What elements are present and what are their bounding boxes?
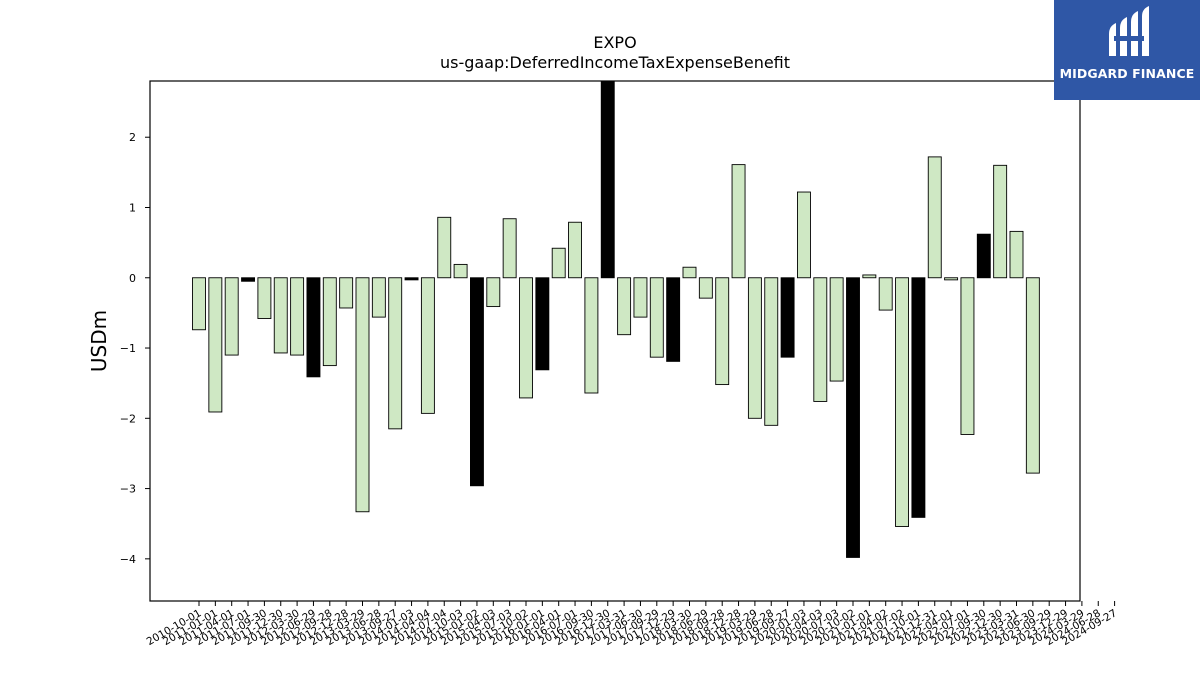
plot-frame <box>149 80 1081 602</box>
bar-2011-07-01 <box>241 277 256 282</box>
bar-2012-03-30 <box>290 277 305 356</box>
bar-2019-06-28 <box>764 277 779 426</box>
bars-group <box>192 80 1040 558</box>
chart-title: EXPO <box>593 33 636 52</box>
bar-2017-12-29 <box>666 277 681 362</box>
bar-2011-04-01 <box>224 277 239 356</box>
bar-2013-03-29 <box>355 277 370 513</box>
bar-2015-07-03 <box>502 218 517 279</box>
bar-2016-04-01 <box>551 247 566 279</box>
bar-2016-09-30 <box>584 277 599 394</box>
bar-2016-07-01 <box>568 221 582 279</box>
bar-2012-09-28 <box>322 277 337 367</box>
bar-2022-12-30 <box>993 164 1008 279</box>
y-tick-label: −4 <box>120 553 136 566</box>
bar-2015-04-03 <box>486 277 501 308</box>
bar-2012-06-29 <box>306 277 321 378</box>
bar-2015-01-02 <box>470 277 484 487</box>
y-tick-label: 1 <box>129 201 136 214</box>
bar-2011-09-30 <box>257 277 272 319</box>
bar-2019-03-29 <box>747 277 762 419</box>
bar-2013-09-27 <box>388 277 403 430</box>
bar-2014-10-03 <box>453 263 468 279</box>
bar-2020-04-03 <box>813 277 828 402</box>
y-tick-label: −2 <box>120 412 136 425</box>
y-axis-ticks: −4 −3 −2 −1 0 1 2 <box>120 131 150 566</box>
bar-2017-03-31 <box>617 277 632 336</box>
bar-2020-10-02 <box>846 277 860 558</box>
bar-2018-12-28 <box>731 164 746 279</box>
y-tick-label: 0 <box>129 272 136 285</box>
brand-mark-icon <box>1109 6 1149 56</box>
bar-2010-10-01 <box>192 277 206 331</box>
y-tick-label: 2 <box>129 131 136 144</box>
bar-2014-07-04 <box>437 216 452 279</box>
bar-2018-06-29 <box>698 277 713 299</box>
brand-logo: MIDGARD FINANCE <box>1054 0 1200 100</box>
y-tick-label: −1 <box>120 342 136 355</box>
bar-2021-01-01 <box>862 274 877 279</box>
chart-subtitle: us-gaap:DeferredIncomeTaxExpenseBenefit <box>440 53 790 72</box>
bar-2014-04-04 <box>420 277 435 414</box>
bar-2012-12-28 <box>339 277 354 309</box>
bar-2021-12-31 <box>927 156 942 279</box>
bar-2016-12-30 <box>600 80 615 279</box>
bar-2018-03-30 <box>682 266 697 279</box>
bar-2023-03-31 <box>1009 230 1024 279</box>
bar-2021-04-02 <box>878 277 893 311</box>
y-axis-label: USDm <box>87 310 111 372</box>
bar-2014-01-03 <box>404 277 419 281</box>
bar-2023-06-30 <box>1025 277 1040 474</box>
bar-2016-01-01 <box>535 277 550 371</box>
bar-2017-09-29 <box>649 277 664 358</box>
bar-2021-10-01 <box>911 277 926 518</box>
y-tick-label: −3 <box>120 483 136 496</box>
brand-name: MIDGARD FINANCE <box>1059 66 1195 81</box>
bar-2019-09-27 <box>780 277 795 358</box>
bar-2020-07-03 <box>829 277 844 382</box>
bar-2020-01-03 <box>797 191 811 279</box>
bar-2022-09-30 <box>976 233 991 279</box>
bar-2022-07-01 <box>960 277 975 435</box>
bar-2011-12-30 <box>273 277 288 354</box>
bar-2018-09-28 <box>715 277 730 386</box>
bar-2022-04-01 <box>944 277 959 281</box>
bar-2013-06-28 <box>371 277 386 318</box>
bar-2015-10-02 <box>519 277 533 399</box>
bar-2011-01-01 <box>208 277 223 413</box>
x-axis-ticks: 2010-10-012011-01-012011-04-012011-07-01… <box>145 601 1119 648</box>
bar-2021-07-02 <box>895 277 909 527</box>
bar-2017-06-30 <box>633 277 648 318</box>
